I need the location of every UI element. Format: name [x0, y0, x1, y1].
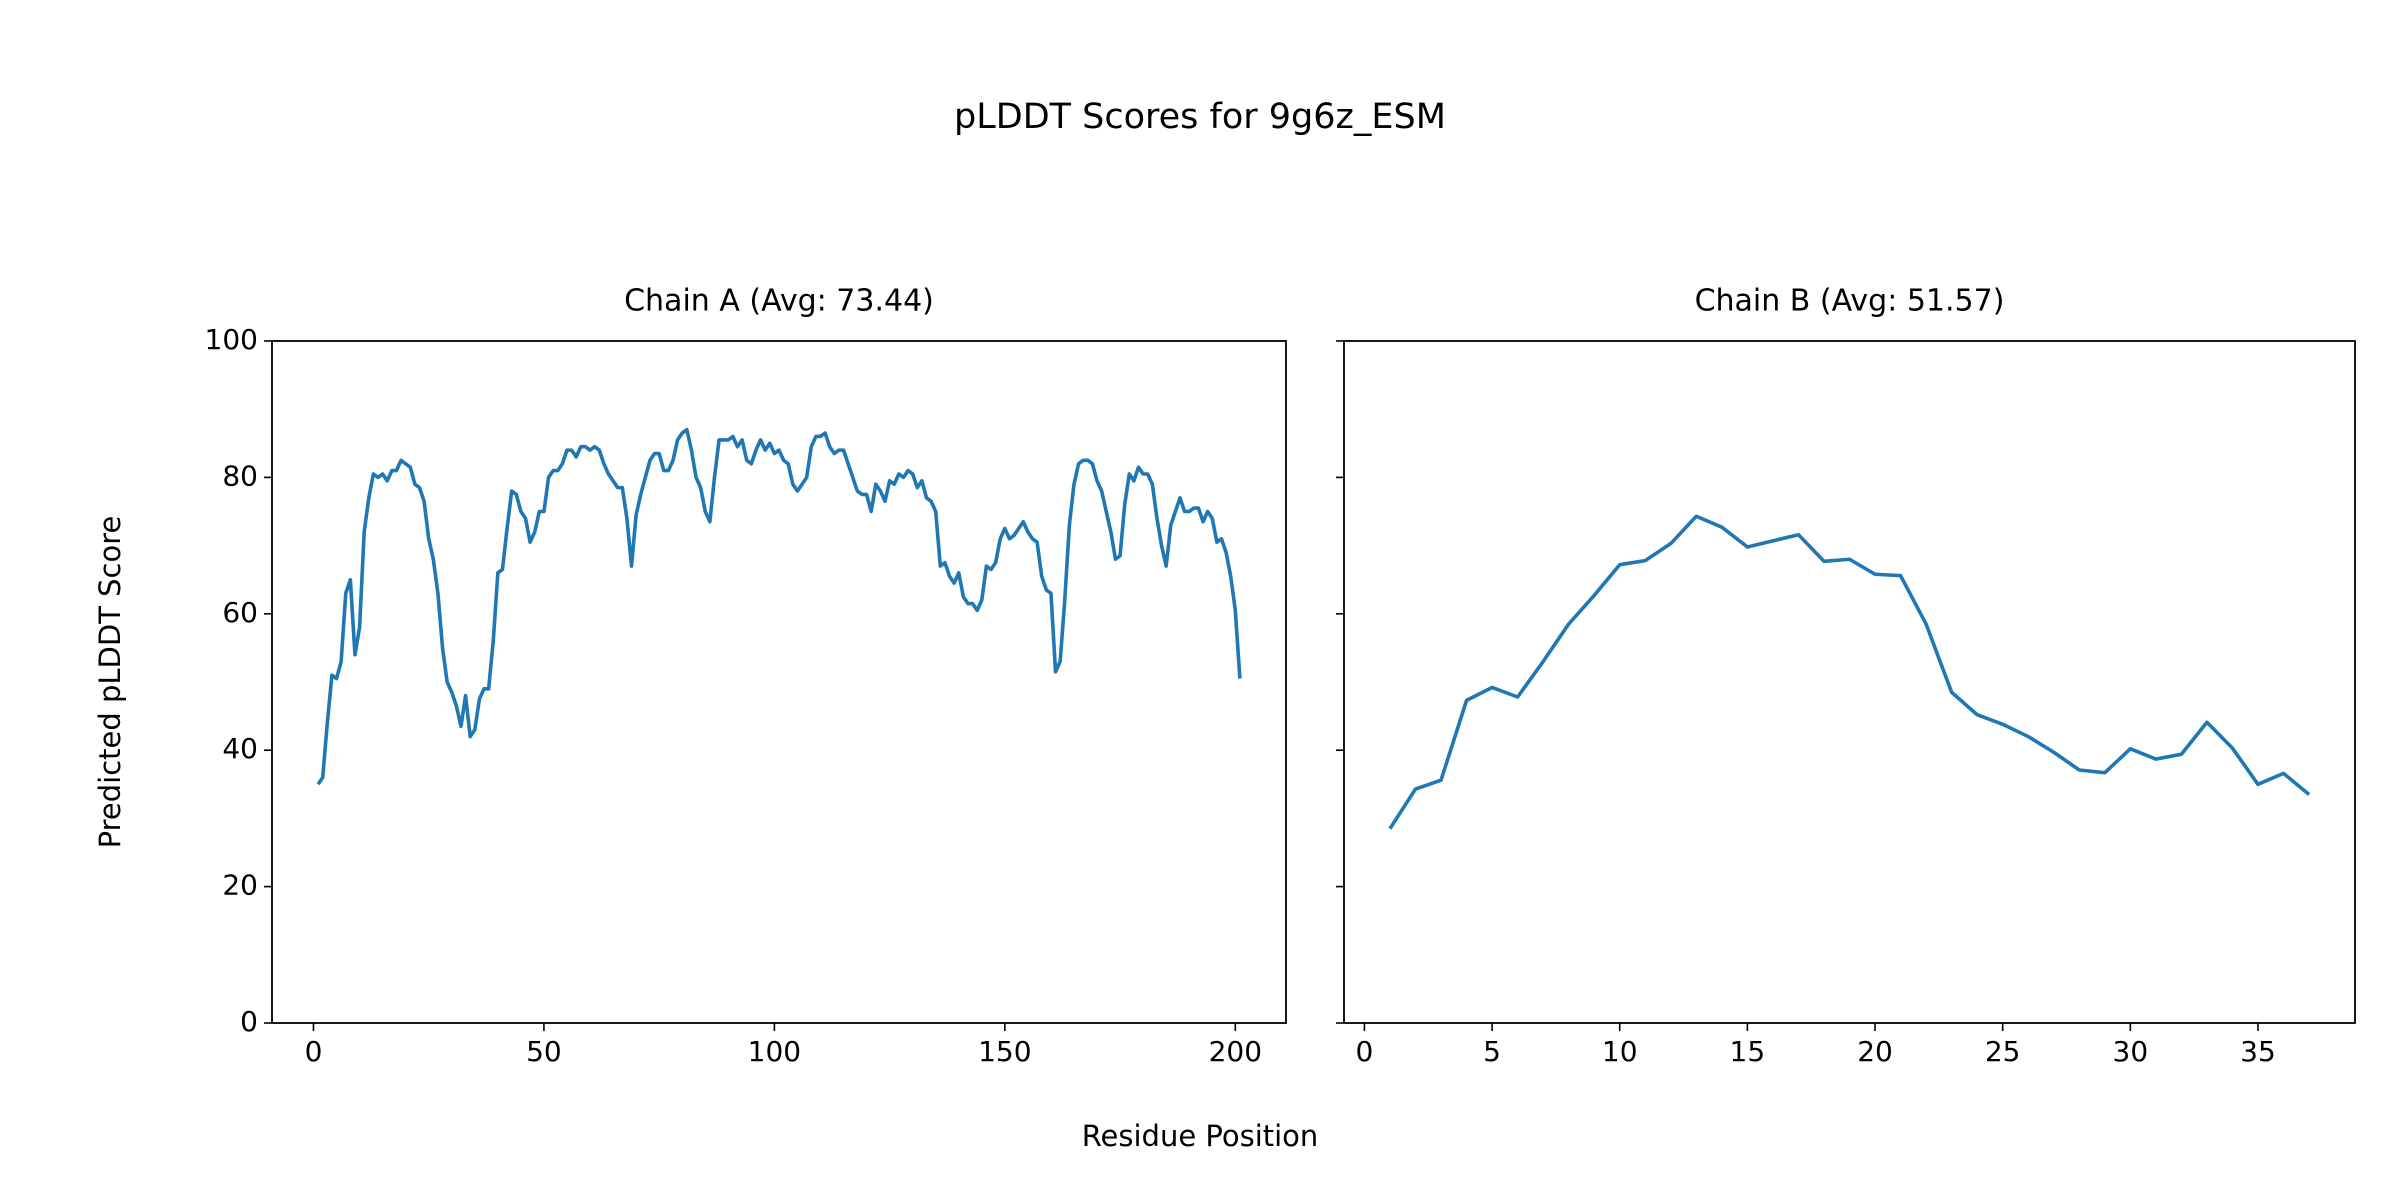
y-axis-label: Predicted pLDDT Score — [93, 516, 127, 849]
x-tick-label: 35 — [2240, 1035, 2276, 1068]
y-tick-label: 40 — [222, 732, 258, 765]
x-tick-label: 0 — [305, 1035, 323, 1068]
x-tick-label: 25 — [1985, 1035, 2021, 1068]
x-tick-label: 50 — [526, 1035, 562, 1068]
x-axis-label: Residue Position — [1082, 1119, 1319, 1153]
x-tick-label: 5 — [1483, 1035, 1501, 1068]
y-tick-label: 80 — [222, 459, 258, 492]
x-tick-label: 20 — [1857, 1035, 1893, 1068]
data-line — [1388, 514, 2311, 830]
x-tick-label: 150 — [978, 1035, 1031, 1068]
x-tick-label: 0 — [1356, 1035, 1374, 1068]
subplot-title: Chain A (Avg: 73.44) — [624, 284, 934, 319]
x-tick-label: 30 — [2113, 1035, 2149, 1068]
x-tick-label: 10 — [1602, 1035, 1638, 1068]
figure-title: pLDDT Scores for 9g6z_ESM — [954, 97, 1446, 137]
subplot-title: Chain B (Avg: 51.57) — [1695, 284, 2005, 319]
data-line — [316, 427, 1242, 786]
y-tick-label: 0 — [240, 1005, 258, 1038]
x-tick-label: 200 — [1209, 1035, 1262, 1068]
axes-frame — [1343, 340, 2356, 1024]
x-tick-label: 100 — [748, 1035, 801, 1068]
y-tick-label: 100 — [205, 323, 258, 356]
x-tick-label: 15 — [1730, 1035, 1766, 1068]
y-tick-label: 20 — [222, 869, 258, 902]
y-tick-label: 60 — [222, 596, 258, 629]
axes-frame — [271, 340, 1287, 1024]
